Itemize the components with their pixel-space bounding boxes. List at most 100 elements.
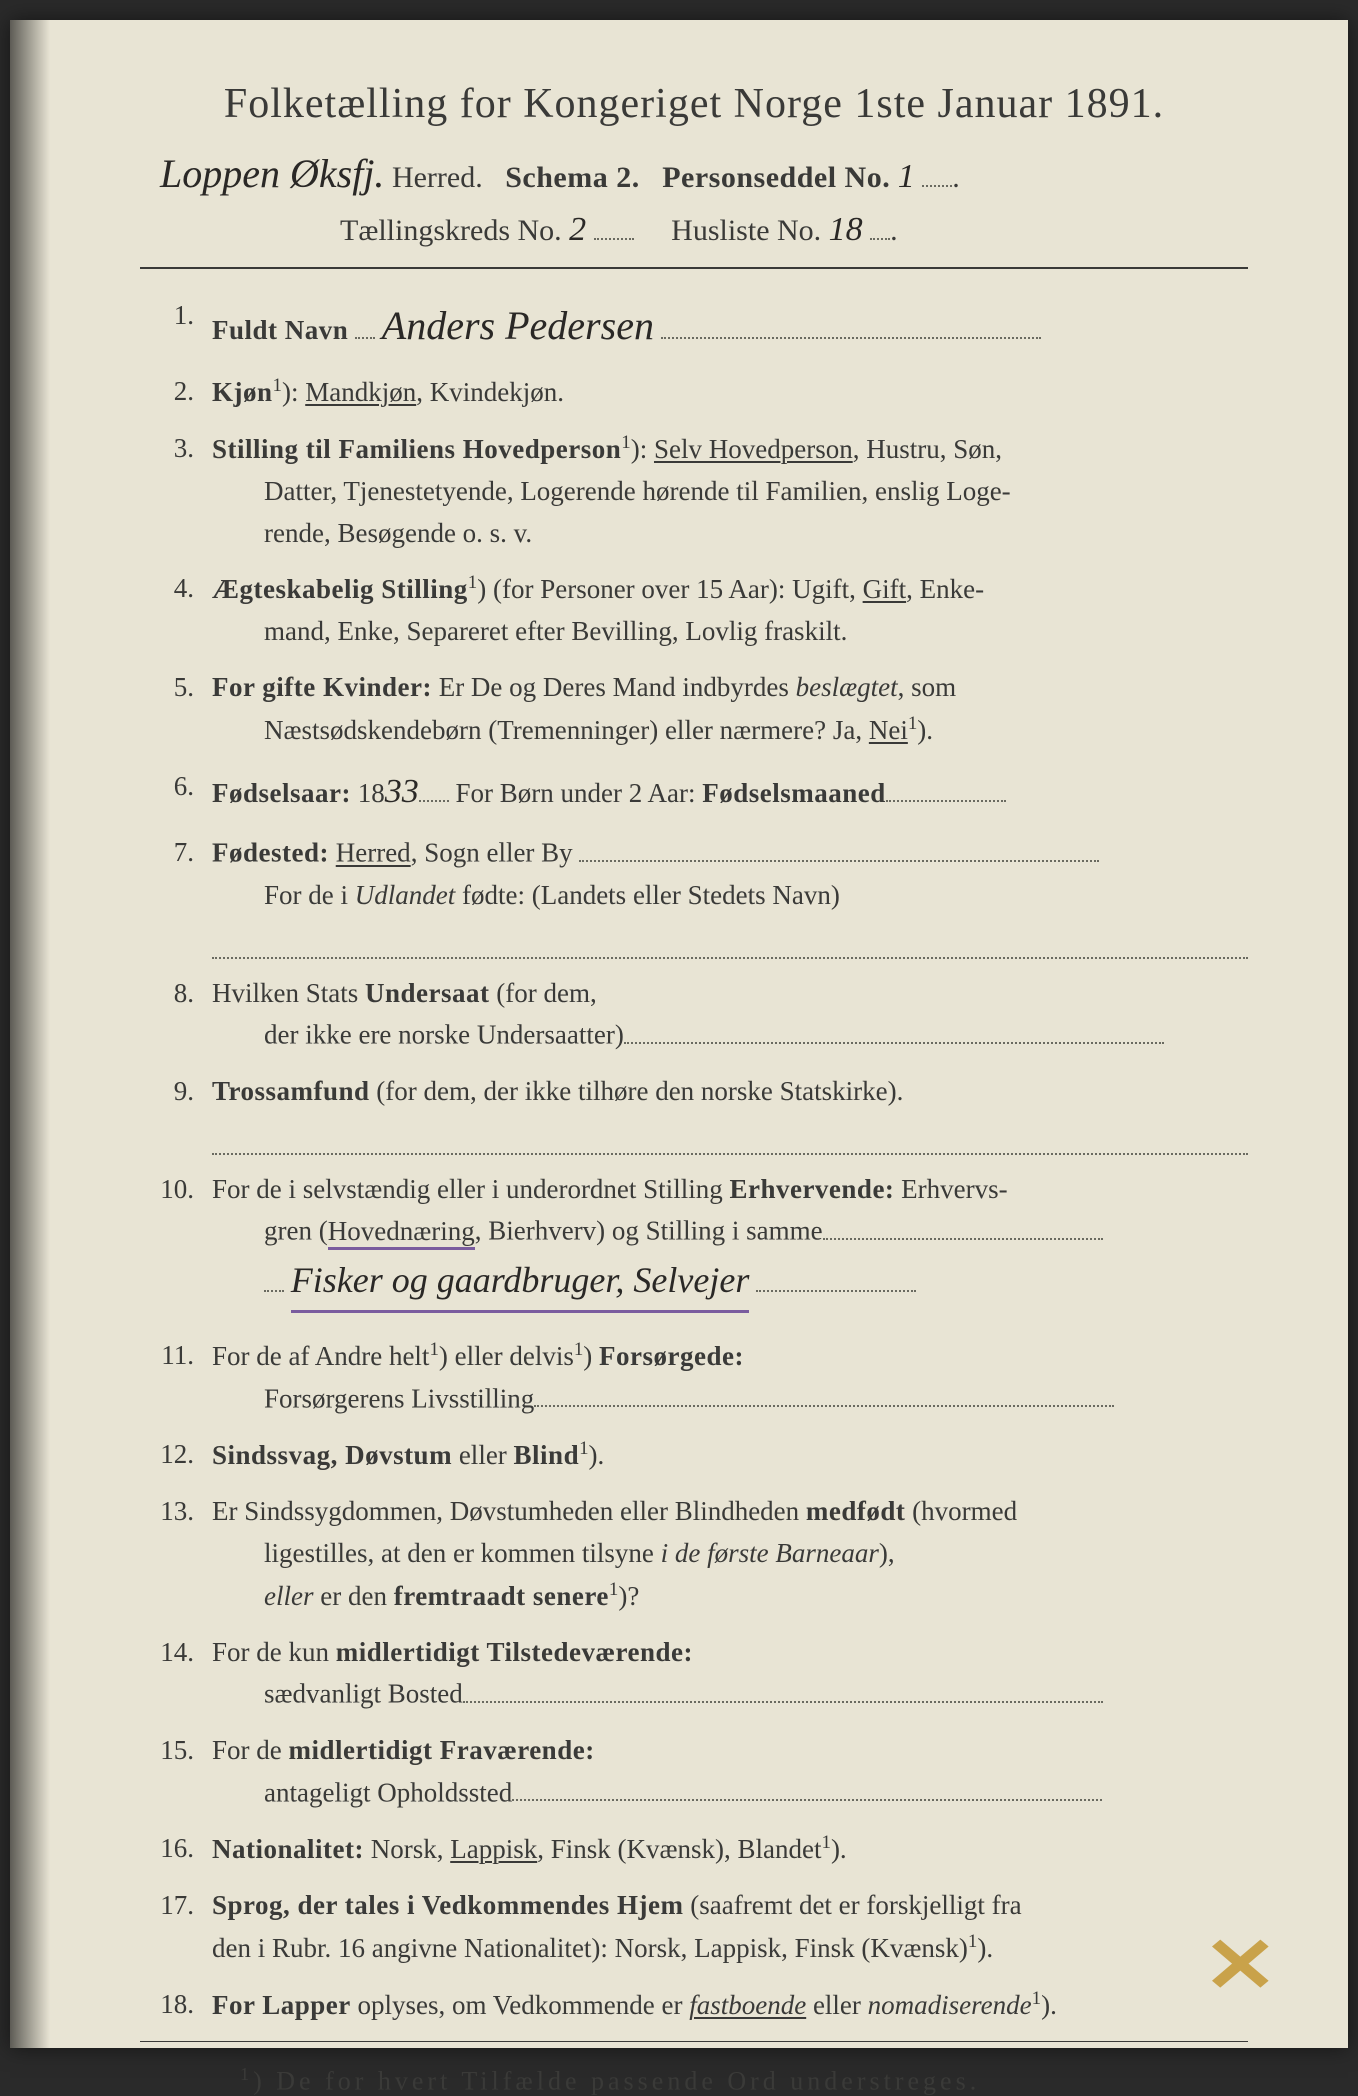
option-kvindekjon: Kvindekjøn. <box>430 377 564 407</box>
label-fodselsaar: Fødselsaar: <box>212 778 351 808</box>
text: sædvanligt Bosted <box>264 1679 463 1709</box>
label-kjon: Kjøn <box>212 377 273 407</box>
item-15: 15. For de midlertidigt Fraværende: anta… <box>150 1730 1248 1814</box>
footnote-ref: 1 <box>574 1339 583 1360</box>
item-number: 16. <box>150 1828 212 1871</box>
text: gren ( <box>264 1216 328 1246</box>
label-nationalitet: Nationalitet: <box>212 1834 364 1864</box>
text: (for dem, <box>490 978 597 1008</box>
label-fuldt-navn: Fuldt Navn <box>212 315 348 345</box>
dotted-fill <box>624 1014 1164 1044</box>
footnote-text: ) De for hvert Tilfælde passende Ord und… <box>253 2066 980 2095</box>
dotted-fill <box>463 1673 1103 1703</box>
footnote-ref: 1 <box>579 1438 588 1459</box>
label-fodested: Fødested: <box>212 838 329 868</box>
header-line-2: Tællingskreds No. 2 Husliste No. 18 . <box>140 207 1248 249</box>
item-body: For de af Andre helt1) eller delvis1) Fo… <box>212 1335 1248 1420</box>
underlined-hovednaering: Hovednæring <box>328 1216 475 1250</box>
dotted-fill <box>661 309 1041 339</box>
text: eller <box>806 1990 867 2020</box>
item-body: Nationalitet: Norsk, Lappisk, Finsk (Kvæ… <box>212 1828 1248 1871</box>
item-number: 13. <box>150 1491 212 1618</box>
footnote-ref: 1 <box>821 1832 830 1853</box>
item-number: 7. <box>150 832 212 958</box>
label-erhvervende: Erhvervende: <box>729 1174 894 1204</box>
item-body: Trossamfund (for dem, der ikke tilhøre d… <box>212 1071 1248 1155</box>
form-items: 1. Fuldt Navn Anders Pedersen 2. Kjøn1):… <box>140 295 1248 2027</box>
item-number: 18. <box>150 1984 212 2027</box>
personseddel-label: Personseddel No. <box>662 161 890 194</box>
continuation: mand, Enke, Separeret efter Bevilling, L… <box>212 611 1248 653</box>
item-body: Kjøn1): Mandkjøn, Kvindekjøn. <box>212 371 1248 414</box>
continuation: Fisker og gaardbruger, Selvejer <box>212 1253 1248 1313</box>
text: ). <box>917 715 933 745</box>
text: er den <box>313 1581 393 1611</box>
text: ). <box>1041 1990 1057 2020</box>
herred-label: Herred. <box>392 161 483 194</box>
page-title: Folketælling for Kongeriget Norge 1ste J… <box>140 80 1248 128</box>
text: fødte: (Landets eller Stedets Navn) <box>455 880 840 910</box>
census-form-page: Folketælling for Kongeriget Norge 1ste J… <box>10 20 1348 2048</box>
em-udlandet: Udlandet <box>355 880 456 910</box>
dotted-fill <box>870 207 890 240</box>
item-number: 11. <box>150 1335 212 1420</box>
selected-nei: Nei <box>869 715 908 745</box>
label-fravaerende: midlertidigt Fraværende: <box>289 1735 595 1765</box>
footnote-ref: 1 <box>621 432 630 453</box>
item-number: 6. <box>150 766 212 819</box>
item-7: 7. Fødested: Herred, Sogn eller By For d… <box>150 832 1248 958</box>
dotted-fill <box>756 1262 916 1292</box>
label-tilstedevaerende: midlertidigt Tilstedeværende: <box>336 1637 693 1667</box>
year-handwritten: 33 <box>385 773 419 810</box>
text: ) (for Personer over 15 Aar): Ugift, <box>477 574 862 604</box>
item-body: Er Sindssygdommen, Døvstumheden eller Bl… <box>212 1491 1248 1618</box>
item-2: 2. Kjøn1): Mandkjøn, Kvindekjøn. <box>150 371 1248 414</box>
item-number: 17. <box>150 1885 212 1970</box>
x-mark-icon: ✕ <box>1203 1921 1278 2010</box>
text: Forsørgerens Livsstilling <box>264 1383 534 1413</box>
dotted-fill <box>823 1210 1103 1240</box>
em-barneaar: i de første Barneaar <box>661 1538 879 1568</box>
text: , Bierhverv) og Stilling i samme <box>475 1216 823 1246</box>
item-body: Stilling til Familiens Hovedperson1): Se… <box>212 428 1248 555</box>
item-6: 6. Fødselsaar: 1833 For Børn under 2 Aar… <box>150 766 1248 819</box>
footnote-ref: 1 <box>468 572 477 593</box>
text: , som <box>898 672 957 702</box>
item-number: 8. <box>150 973 212 1057</box>
label-aegteskab: Ægteskabelig Stilling <box>212 574 468 604</box>
continuation: Forsørgerens Livsstilling <box>212 1378 1248 1421</box>
continuation: For de i Udlandet fødte: (Landets eller … <box>212 875 1248 917</box>
continuation: der ikke ere norske Undersaatter) <box>212 1014 1248 1057</box>
text: , Sogn eller By <box>411 838 573 868</box>
text: ). <box>831 1834 847 1864</box>
item-17: 17. Sprog, der tales i Vedkommendes Hjem… <box>150 1885 1248 1970</box>
footnote-divider <box>140 2041 1248 2042</box>
dotted-fill <box>886 772 1006 802</box>
dotted-fill <box>264 1262 284 1292</box>
text: )? <box>618 1581 639 1611</box>
text: For de kun <box>212 1637 336 1667</box>
footnote-ref: 1 <box>908 713 917 734</box>
text: 18 <box>351 778 385 808</box>
item-body: Hvilken Stats Undersaat (for dem, der ik… <box>212 973 1248 1057</box>
text: der ikke ere norske Undersaatter) <box>264 1020 624 1050</box>
text: ligestilles, at den er kommen tilsyne <box>264 1538 661 1568</box>
dotted-blank-line <box>212 1117 1248 1155</box>
selected-hovedperson: Selv Hovedperson <box>654 434 853 464</box>
item-9: 9. Trossamfund (for dem, der ikke tilhør… <box>150 1071 1248 1155</box>
occupation-handwritten: Fisker og gaardbruger, Selvejer <box>291 1253 750 1313</box>
item-body: For de kun midlertidigt Tilstedeværende:… <box>212 1632 1248 1716</box>
tallingskreds-no: 2 <box>569 211 586 248</box>
item-body: For de midlertidigt Fraværende: antageli… <box>212 1730 1248 1814</box>
dotted-fill <box>512 1772 1102 1802</box>
item-body: Fuldt Navn Anders Pedersen <box>212 295 1248 357</box>
item-14: 14. For de kun midlertidigt Tilstedevære… <box>150 1632 1248 1716</box>
label-blind: Blind <box>514 1440 580 1470</box>
footnote-ref: 1 <box>609 1579 618 1600</box>
label-trossamfund: Trossamfund <box>212 1076 370 1106</box>
dotted-fill <box>419 772 449 802</box>
item-number: 1. <box>150 295 212 357</box>
tallingskreds-label: Tællingskreds No. <box>340 214 562 247</box>
item-number: 10. <box>150 1169 212 1313</box>
item-18: 18. For Lapper oplyses, om Vedkommende e… <box>150 1984 1248 2027</box>
